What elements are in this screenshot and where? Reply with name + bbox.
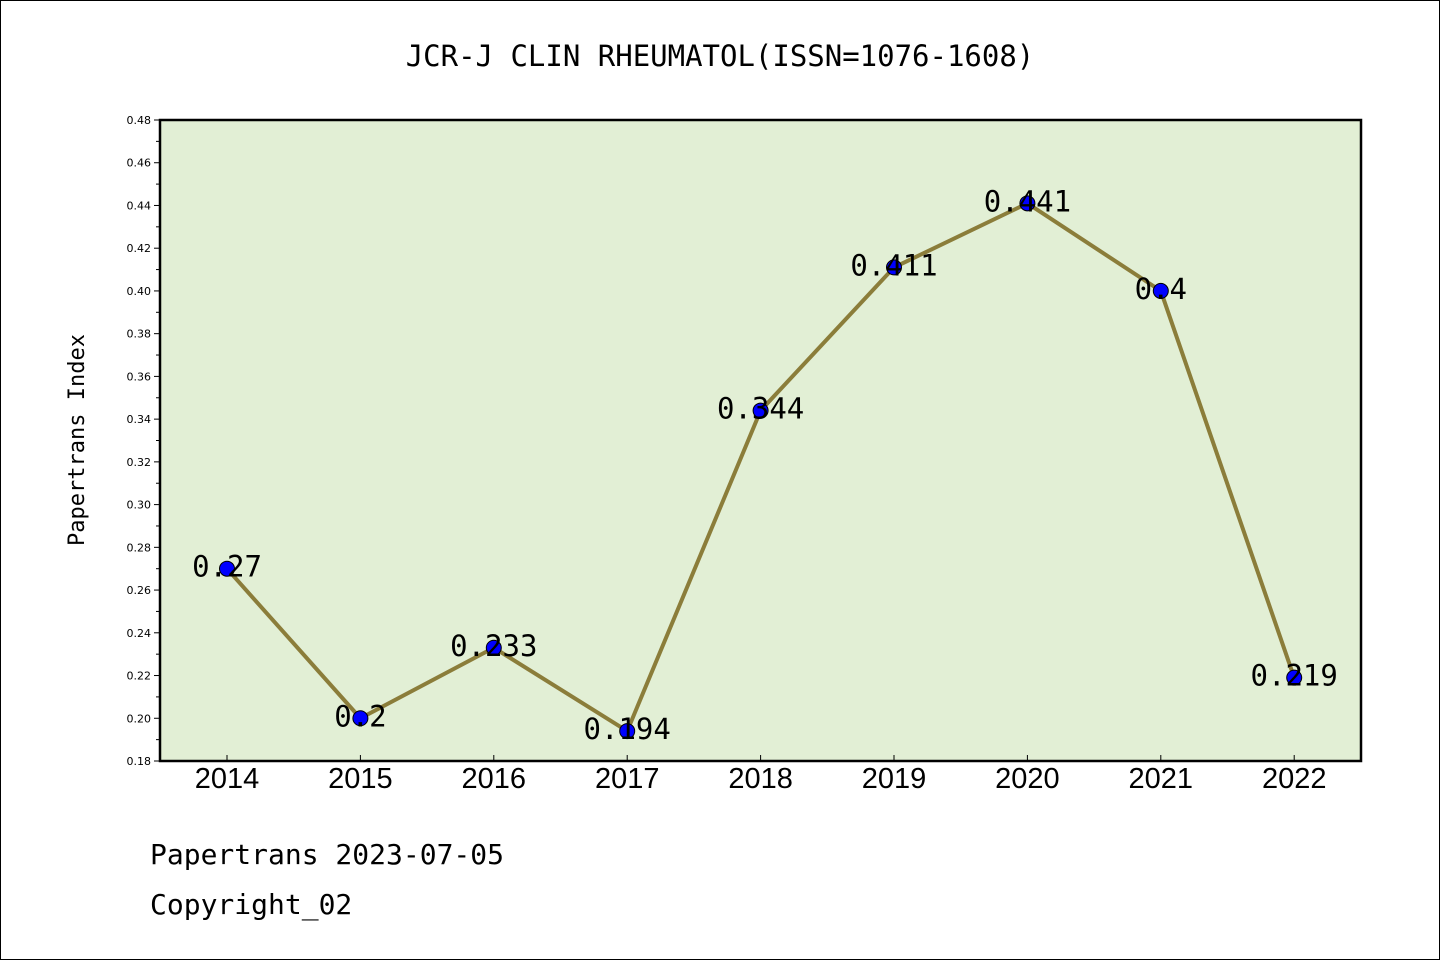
y-tick-label: 0.34 — [127, 413, 152, 426]
x-tick-label: 2015 — [328, 763, 393, 795]
data-point — [219, 560, 235, 577]
footer-copyright: Copyright_02 — [150, 888, 352, 922]
x-tick-label: 2018 — [728, 763, 793, 795]
data-label: 0.27 — [192, 550, 262, 584]
data-label: 0.411 — [850, 248, 937, 282]
x-tick-label: 2020 — [995, 763, 1060, 795]
x-tick-label: 2019 — [862, 763, 927, 795]
data-point — [485, 639, 502, 656]
data-label: 0.233 — [450, 629, 537, 663]
data-point — [752, 402, 769, 419]
y-tick-label: 0.38 — [127, 328, 152, 341]
data-point — [1152, 282, 1169, 299]
data-point — [352, 710, 369, 727]
data-point — [886, 259, 902, 276]
data-label: 0.344 — [717, 392, 804, 426]
data-label: 0.441 — [984, 184, 1071, 218]
data-label: 0.219 — [1251, 659, 1338, 693]
data-point — [1019, 195, 1036, 212]
y-tick-label: 0.40 — [127, 285, 152, 298]
series-layer — [219, 195, 1303, 740]
y-tick-label: 0.30 — [127, 499, 152, 512]
y-tick-label: 0.24 — [127, 627, 152, 640]
y-tick-label: 0.28 — [127, 541, 152, 554]
data-point — [1286, 669, 1303, 686]
y-tick-label: 0.22 — [127, 670, 152, 683]
x-tick-label: 2016 — [462, 763, 527, 795]
y-tick-label: 0.42 — [127, 242, 152, 255]
y-tick-label: 0.26 — [127, 584, 152, 597]
data-label: 0.194 — [584, 712, 671, 746]
y-tick-label: 0.46 — [127, 157, 152, 170]
data-point — [619, 723, 636, 740]
y-axis-label: Papertrans Index — [65, 334, 90, 546]
plot-area — [158, 118, 1363, 763]
x-tick-label: 2014 — [195, 763, 260, 795]
y-tick-label: 0.48 — [127, 114, 152, 127]
y-tick-label: 0.20 — [127, 712, 152, 725]
x-tick-label: 2017 — [595, 763, 660, 795]
data-label: 0.4 — [1135, 272, 1187, 306]
data-labels: 0.27 0.2 0.233 0.194 0.344 0.411 0.441 0.4 0.219 — [192, 184, 1338, 746]
axes: 0.18 0.20 0.22 0.24 0.26 0.28 0.30 0.32 0.34 0.36… — [127, 114, 1327, 795]
y-tick-label: 0.18 — [127, 755, 152, 768]
x-tick-label: 2021 — [1129, 763, 1194, 795]
y-tick-label: 0.36 — [127, 370, 152, 383]
y-tick-label: 0.44 — [127, 199, 152, 212]
data-label: 0.2 — [334, 699, 386, 733]
y-tick-label: 0.32 — [127, 456, 152, 469]
footer-date: Papertrans 2023-07-05 — [150, 838, 504, 871]
chart-title: JCR-J CLIN RHEUMATOL(ISSN=1076-1608) — [406, 39, 1035, 73]
x-tick-label: 2022 — [1262, 763, 1327, 795]
